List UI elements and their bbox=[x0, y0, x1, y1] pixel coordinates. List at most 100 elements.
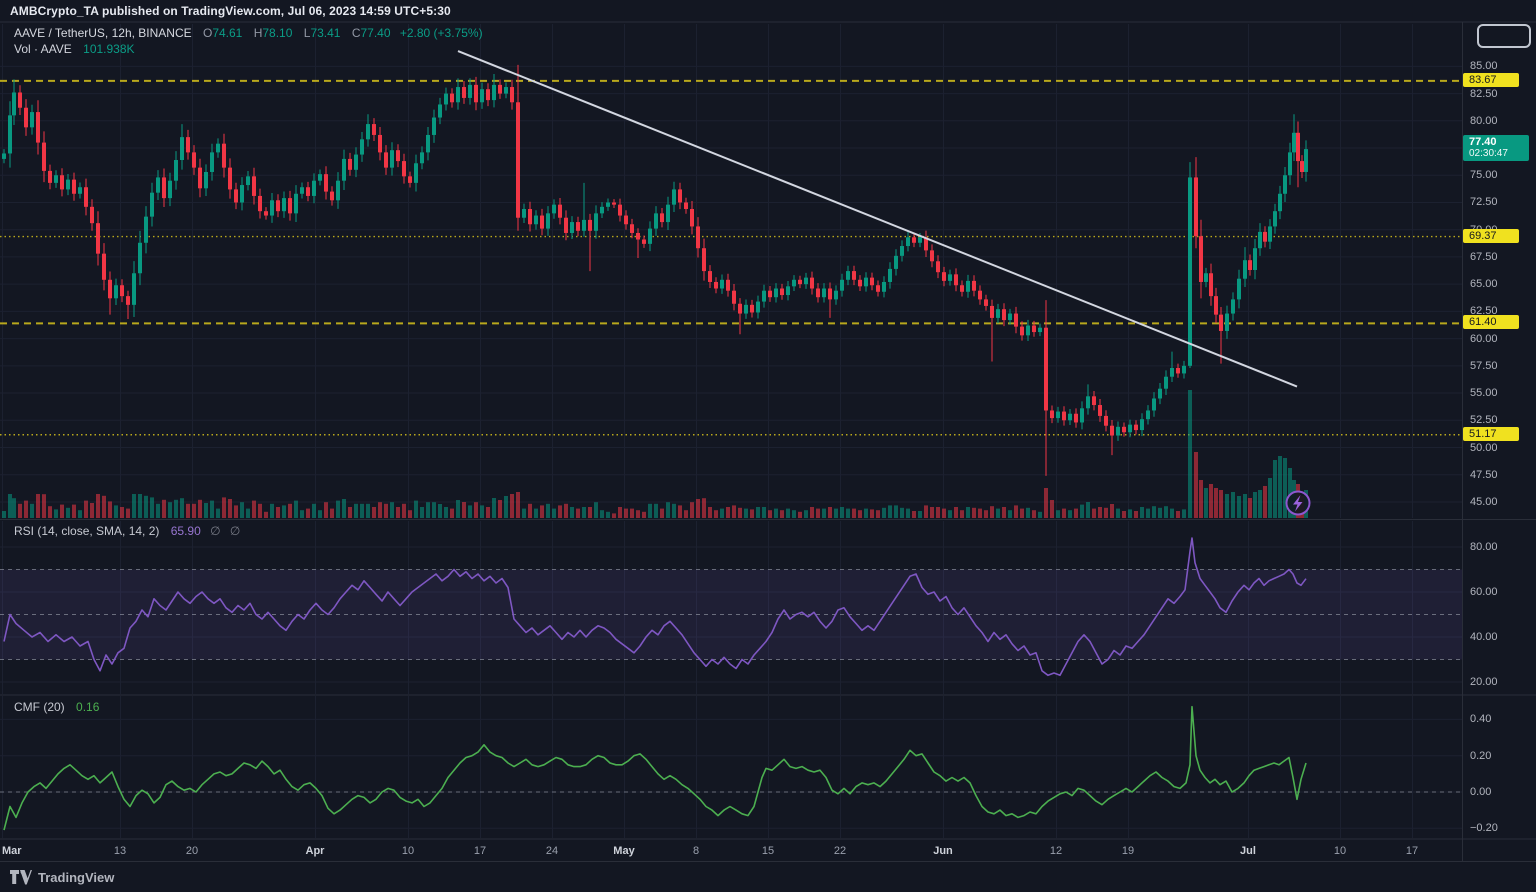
candle-body bbox=[96, 223, 100, 254]
volume-bar bbox=[588, 507, 592, 518]
candle-body bbox=[24, 107, 28, 128]
volume-bar bbox=[354, 503, 358, 518]
volume-bar bbox=[840, 507, 844, 518]
candle-body bbox=[1176, 368, 1180, 374]
time-tick-label: 12 bbox=[1049, 845, 1063, 857]
volume-bar bbox=[252, 500, 256, 518]
volume-bar bbox=[18, 503, 22, 518]
volume-bar bbox=[1134, 511, 1138, 518]
level-price-chip[interactable]: 51.17 bbox=[1463, 426, 1519, 441]
symbol-title[interactable]: AAVE / TetherUS, 12h, BINANCE bbox=[14, 26, 192, 40]
candle-body bbox=[360, 139, 364, 155]
candle-body bbox=[534, 215, 538, 225]
volume-bar bbox=[426, 502, 430, 518]
footer-bar: TradingView bbox=[0, 862, 1536, 892]
candle-body bbox=[618, 204, 622, 216]
volume-bar bbox=[828, 507, 832, 518]
candle-body bbox=[750, 304, 754, 313]
candle-body bbox=[294, 193, 298, 214]
candle-body bbox=[444, 93, 448, 105]
candle-body bbox=[1050, 410, 1054, 419]
volume-bar bbox=[642, 511, 646, 518]
candle-body bbox=[690, 209, 694, 227]
candle-body bbox=[162, 177, 166, 199]
footer-brand-text[interactable]: TradingView bbox=[38, 869, 115, 885]
candle-body bbox=[1188, 177, 1192, 366]
volume-bar bbox=[1214, 488, 1218, 518]
volume-bar bbox=[702, 498, 706, 518]
candle-body bbox=[408, 176, 412, 183]
candle-body bbox=[1278, 193, 1282, 212]
candle-body bbox=[228, 167, 232, 190]
candle-body bbox=[666, 204, 670, 223]
volume-bar bbox=[474, 502, 478, 518]
candle-body bbox=[1122, 426, 1126, 433]
candle-body bbox=[36, 112, 40, 143]
level-price-chip[interactable]: 69.37 bbox=[1463, 228, 1519, 243]
volume-bar bbox=[348, 507, 352, 518]
candle-body bbox=[552, 204, 556, 214]
volume-bar bbox=[1002, 507, 1006, 518]
candle-body bbox=[588, 219, 592, 231]
candle-body bbox=[264, 211, 268, 216]
candle-body bbox=[1086, 396, 1090, 409]
cmf-title[interactable]: CMF (20) bbox=[14, 700, 65, 714]
rsi-title[interactable]: RSI (14, close, SMA, 14, 2) bbox=[14, 524, 160, 538]
level-price-chip[interactable]: 83.67 bbox=[1463, 72, 1519, 87]
candle-body bbox=[900, 246, 904, 256]
level-price-chip[interactable]: 61.40 bbox=[1463, 315, 1519, 330]
volume-bar bbox=[900, 507, 904, 518]
candle-body bbox=[180, 137, 184, 161]
candle-body bbox=[366, 124, 370, 140]
candle-body bbox=[846, 271, 850, 280]
candle-body bbox=[498, 84, 502, 94]
volume-bar bbox=[846, 508, 850, 518]
candle-body bbox=[1273, 211, 1277, 227]
candle-body bbox=[1248, 260, 1252, 270]
candle-body bbox=[654, 213, 658, 229]
candle-body bbox=[810, 277, 814, 289]
volume-bar bbox=[444, 507, 448, 518]
lightning-icon[interactable] bbox=[1285, 490, 1311, 516]
candle-body bbox=[258, 195, 262, 212]
candle-body bbox=[72, 179, 76, 194]
volume-bar bbox=[990, 506, 994, 518]
candle-body bbox=[1204, 273, 1208, 282]
candle-body bbox=[216, 143, 220, 153]
candle-body bbox=[1300, 161, 1304, 172]
volume-bar bbox=[1122, 511, 1126, 518]
volume-bar bbox=[864, 508, 868, 518]
volume-bar bbox=[1204, 488, 1208, 518]
volume-bar bbox=[1146, 508, 1150, 518]
volume-bar bbox=[1188, 390, 1192, 518]
tradingview-logo-icon[interactable] bbox=[10, 869, 32, 885]
volume-bar bbox=[624, 508, 628, 518]
volume-bar bbox=[210, 500, 214, 518]
rsi-empty-set-1: ∅ bbox=[210, 524, 221, 538]
volume-bar bbox=[438, 504, 442, 518]
volume-bar bbox=[228, 499, 232, 518]
volume-bar bbox=[312, 503, 316, 518]
candle-body bbox=[684, 202, 688, 210]
candle-body bbox=[1258, 231, 1262, 249]
current-price-chip[interactable]: 77.40 02:30:47 bbox=[1463, 135, 1529, 162]
candle-body bbox=[132, 273, 136, 305]
candle-body bbox=[378, 134, 382, 153]
volume-bar bbox=[732, 505, 736, 518]
time-tick-label: Apr bbox=[305, 845, 325, 857]
candle-body bbox=[198, 167, 202, 189]
candle-body bbox=[1268, 226, 1272, 242]
open-value: 74.61 bbox=[212, 26, 243, 40]
volume-bar bbox=[192, 503, 196, 518]
candle-body bbox=[576, 222, 580, 231]
volume-bar bbox=[1263, 486, 1267, 518]
candle-body bbox=[480, 89, 484, 103]
rsi-tick-label: 20.00 bbox=[1470, 676, 1498, 688]
candle-body bbox=[204, 171, 208, 189]
candle-body bbox=[1134, 424, 1138, 431]
volume-label[interactable]: Vol · AAVE bbox=[14, 42, 72, 56]
candle-body bbox=[186, 137, 190, 153]
volume-bar bbox=[378, 502, 382, 518]
toolbar-button[interactable] bbox=[1477, 24, 1531, 48]
